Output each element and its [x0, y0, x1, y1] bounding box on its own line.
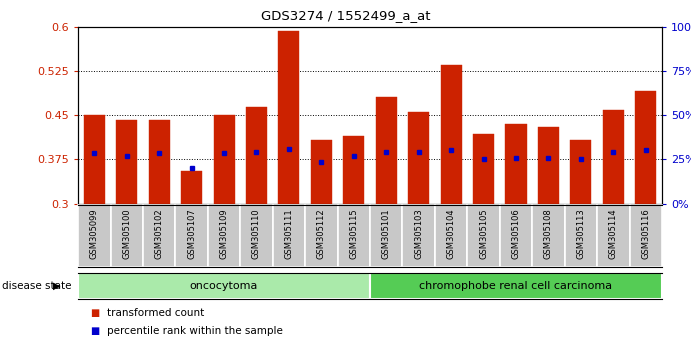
Bar: [149, 120, 170, 204]
FancyBboxPatch shape: [208, 205, 240, 267]
FancyBboxPatch shape: [111, 205, 143, 267]
FancyBboxPatch shape: [370, 205, 402, 267]
Text: ■: ■: [90, 308, 99, 318]
Text: GSM305106: GSM305106: [511, 209, 520, 259]
Text: GSM305112: GSM305112: [317, 209, 326, 259]
FancyBboxPatch shape: [143, 205, 176, 267]
FancyBboxPatch shape: [338, 205, 370, 267]
Bar: [246, 107, 267, 204]
Text: GSM305104: GSM305104: [446, 209, 455, 259]
Text: oncocytoma: oncocytoma: [190, 281, 258, 291]
Text: percentile rank within the sample: percentile rank within the sample: [107, 326, 283, 336]
Text: GSM305103: GSM305103: [414, 209, 423, 259]
Text: GSM305113: GSM305113: [576, 209, 585, 259]
Text: GDS3274 / 1552499_a_at: GDS3274 / 1552499_a_at: [261, 9, 430, 22]
FancyBboxPatch shape: [273, 205, 305, 267]
Bar: [311, 140, 332, 204]
Bar: [570, 140, 591, 204]
FancyBboxPatch shape: [630, 205, 662, 267]
Text: GSM305109: GSM305109: [220, 209, 229, 259]
FancyBboxPatch shape: [500, 205, 532, 267]
FancyBboxPatch shape: [435, 205, 467, 267]
Text: GSM305115: GSM305115: [350, 209, 359, 259]
Bar: [603, 110, 624, 204]
Bar: [635, 91, 656, 204]
Bar: [181, 171, 202, 204]
Text: GSM305114: GSM305114: [609, 209, 618, 259]
Bar: [376, 97, 397, 204]
FancyBboxPatch shape: [176, 205, 208, 267]
FancyBboxPatch shape: [78, 205, 111, 267]
Bar: [116, 120, 138, 204]
FancyBboxPatch shape: [370, 273, 662, 299]
Text: GSM305108: GSM305108: [544, 209, 553, 259]
Bar: [214, 115, 235, 204]
FancyBboxPatch shape: [78, 273, 370, 299]
Text: disease state: disease state: [2, 281, 72, 291]
Text: ▶: ▶: [53, 281, 60, 291]
FancyBboxPatch shape: [305, 205, 338, 267]
Text: chromophobe renal cell carcinoma: chromophobe renal cell carcinoma: [419, 281, 612, 291]
Bar: [538, 127, 559, 204]
Text: GSM305100: GSM305100: [122, 209, 131, 259]
Text: GSM305111: GSM305111: [285, 209, 294, 259]
FancyBboxPatch shape: [565, 205, 597, 267]
Bar: [408, 112, 429, 204]
Text: GSM305105: GSM305105: [479, 209, 488, 259]
Text: GSM305116: GSM305116: [641, 209, 650, 259]
FancyBboxPatch shape: [467, 205, 500, 267]
Text: GSM305102: GSM305102: [155, 209, 164, 259]
Text: transformed count: transformed count: [107, 308, 205, 318]
Bar: [505, 124, 527, 204]
Bar: [473, 134, 494, 204]
Bar: [84, 115, 105, 204]
Bar: [278, 31, 299, 204]
FancyBboxPatch shape: [532, 205, 565, 267]
FancyBboxPatch shape: [402, 205, 435, 267]
Text: GSM305110: GSM305110: [252, 209, 261, 259]
Bar: [343, 136, 364, 204]
Text: ■: ■: [90, 326, 99, 336]
Text: GSM305107: GSM305107: [187, 209, 196, 259]
FancyBboxPatch shape: [597, 205, 630, 267]
Text: GSM305101: GSM305101: [381, 209, 390, 259]
Text: GSM305099: GSM305099: [90, 209, 99, 259]
FancyBboxPatch shape: [240, 205, 273, 267]
Bar: [441, 65, 462, 204]
